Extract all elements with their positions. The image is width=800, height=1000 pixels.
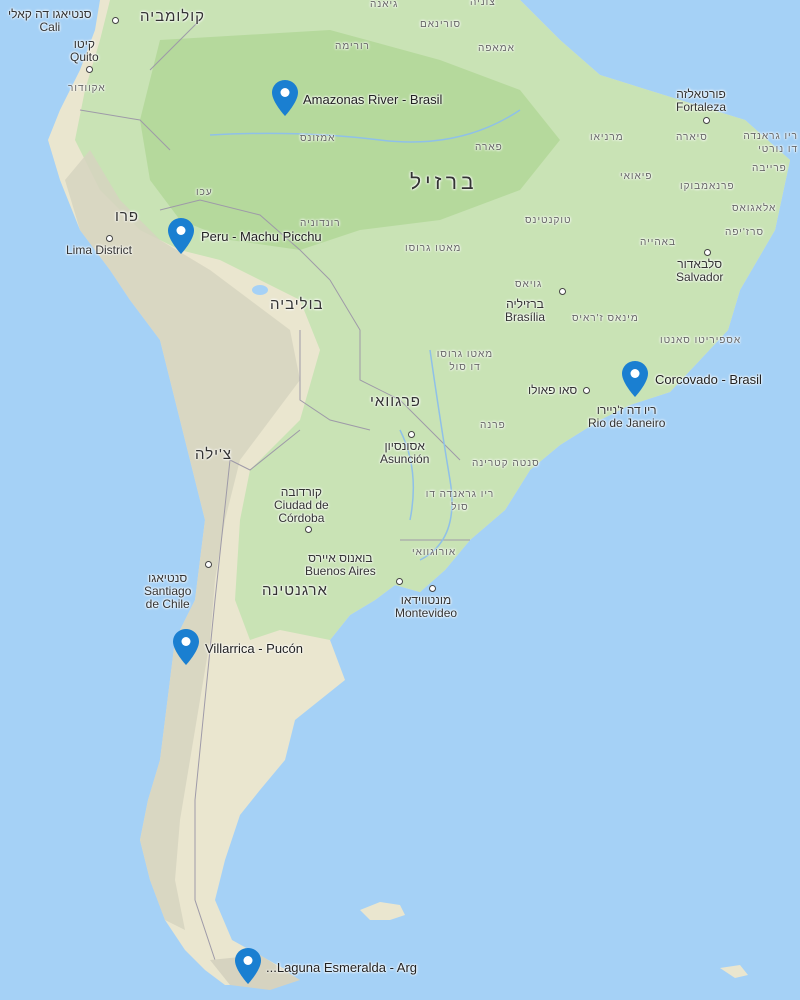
- state-label-tocantins: טוקנטינס: [525, 215, 572, 226]
- map-marker-amazonas[interactable]: [272, 80, 298, 116]
- city-dot-cali: [112, 17, 119, 24]
- city-dot-saopaulo: [583, 387, 590, 394]
- marker-label-peru[interactable]: Peru - Machu Picchu: [201, 229, 322, 244]
- city-dot-brasilia: [559, 288, 566, 295]
- city-label-cordoba: קורדובה Ciudad de Córdoba: [274, 485, 329, 525]
- city-label-lima: Lima District: [66, 243, 133, 257]
- state-label-alagoas: אלאגואס: [732, 203, 777, 214]
- lake-titicaca: [252, 285, 268, 295]
- state-label-mato-grosso: מאטו גרוסו: [405, 243, 462, 254]
- city-label-cali: סנטיאגו דה קאלי Cali: [8, 7, 92, 34]
- city-label-rio: ריו דה ז'ניירו Rio de Janeiro: [588, 403, 666, 430]
- andes-range: [65, 150, 300, 930]
- country-label-argentina: ארגנטינה: [262, 582, 328, 599]
- state-label-pernambuco: פרנאמבוקו: [680, 181, 735, 192]
- marker-label-corcovado[interactable]: Corcovado - Brasil: [655, 372, 762, 387]
- city-label-brasilia: ברזיליה Brasília: [505, 297, 546, 324]
- state-label-maranhao: מרניאו: [590, 132, 624, 143]
- map-pin-icon: [168, 218, 194, 254]
- state-label-sc: סנטה קטרינה: [472, 458, 540, 469]
- state-label-parana: פרנה: [480, 420, 506, 431]
- map-pin-icon: [272, 80, 298, 116]
- country-label-colombia: קולומביה: [140, 8, 205, 25]
- country-label-brazil: ברזיל: [410, 171, 478, 194]
- marker-label-laguna[interactable]: ...Laguna Esmeralda - Arg: [266, 960, 418, 975]
- city-dot-asuncion: [408, 431, 415, 438]
- city-dot-lima: [106, 235, 113, 242]
- map-marker-peru[interactable]: [168, 218, 194, 254]
- state-label-minas: מינאס ז'ראיס: [572, 313, 639, 324]
- map-marker-corcovado[interactable]: [622, 361, 648, 397]
- city-label-asuncion: אסונסיון Asunción: [380, 439, 430, 466]
- city-label-buenosaires: בואנוס איירס Buenos Aires: [305, 551, 376, 578]
- city-label-saopaulo: סאו פאולו: [528, 383, 578, 397]
- marker-label-villarrica[interactable]: Villarrica - Pucón: [205, 641, 304, 656]
- country-label-venezuela: צוניה: [470, 0, 496, 8]
- state-label-goias: גויאס: [515, 279, 543, 290]
- state-label-para: פארה: [475, 142, 503, 153]
- amazon-basin: [140, 30, 560, 250]
- country-label-peru: פרו: [115, 208, 140, 225]
- state-label-piaui: פיאואי: [620, 171, 653, 182]
- map-pin-icon: [173, 629, 199, 665]
- state-label-paraiba: פרייבה: [752, 163, 787, 174]
- marker-label-amazonas[interactable]: Amazonas River - Brasil: [303, 92, 443, 107]
- country-label-guyana: גיאנה: [370, 0, 399, 10]
- south-georgia: [720, 965, 748, 978]
- map-pin-icon: [622, 361, 648, 397]
- map-marker-laguna[interactable]: [235, 948, 261, 984]
- city-label-santiago: סנטיאגו Santiago de Chile: [144, 571, 192, 611]
- state-label-rs: ריו גראנדה דו סול: [425, 489, 495, 513]
- country-label-ecuador: אקוודור: [68, 83, 106, 94]
- map-marker-villarrica[interactable]: [173, 629, 199, 665]
- city-label-fortaleza: פורטאלזה Fortaleza: [676, 87, 727, 114]
- state-label-rondonia: רונדוניה: [300, 218, 341, 229]
- city-label-quito: קיטו Quito: [70, 37, 99, 64]
- state-label-roraima: רורימה: [335, 41, 370, 52]
- city-dot-fortaleza: [703, 117, 710, 124]
- state-label-rn: ריו גראנדה דו נורטי: [743, 131, 798, 155]
- city-label-salvador: סלבאדור Salvador: [676, 257, 724, 284]
- city-label-montevideo: מונטווידאו Montevideo: [395, 593, 458, 620]
- city-dot-quito: [86, 66, 93, 73]
- country-label-chile: צ'ילה: [195, 446, 233, 463]
- state-label-amapa: אמאפה: [478, 43, 515, 54]
- city-dot-salvador: [704, 249, 711, 256]
- city-dot-montevideo: [429, 585, 436, 592]
- state-label-bahia: באהייה: [640, 237, 676, 248]
- country-borders: [79, 19, 470, 961]
- map-pin-icon: [235, 948, 261, 984]
- state-label-sergipe: סרז'יפה: [725, 227, 765, 238]
- country-label-bolivia: בוליביה: [270, 296, 324, 313]
- state-label-amazonas: אמזונס: [300, 133, 336, 144]
- country-label-suriname: סורינאם: [420, 19, 462, 30]
- city-dot-buenosaires: [396, 578, 403, 585]
- state-label-acre: עכו: [196, 187, 213, 198]
- falkland-islands: [360, 902, 405, 920]
- state-label-espirito: אספיריטו סאנטו: [660, 335, 742, 346]
- country-label-paraguay: פרגוואי: [370, 393, 421, 410]
- state-label-ms: מאטו גרוסו דו סול: [436, 349, 494, 373]
- city-dot-cordoba: [305, 526, 312, 533]
- state-label-ceara: סיארה: [676, 132, 708, 143]
- city-dot-santiago: [205, 561, 212, 568]
- country-label-uruguay: אורוגוואי: [412, 547, 457, 558]
- rivers: [209, 109, 521, 561]
